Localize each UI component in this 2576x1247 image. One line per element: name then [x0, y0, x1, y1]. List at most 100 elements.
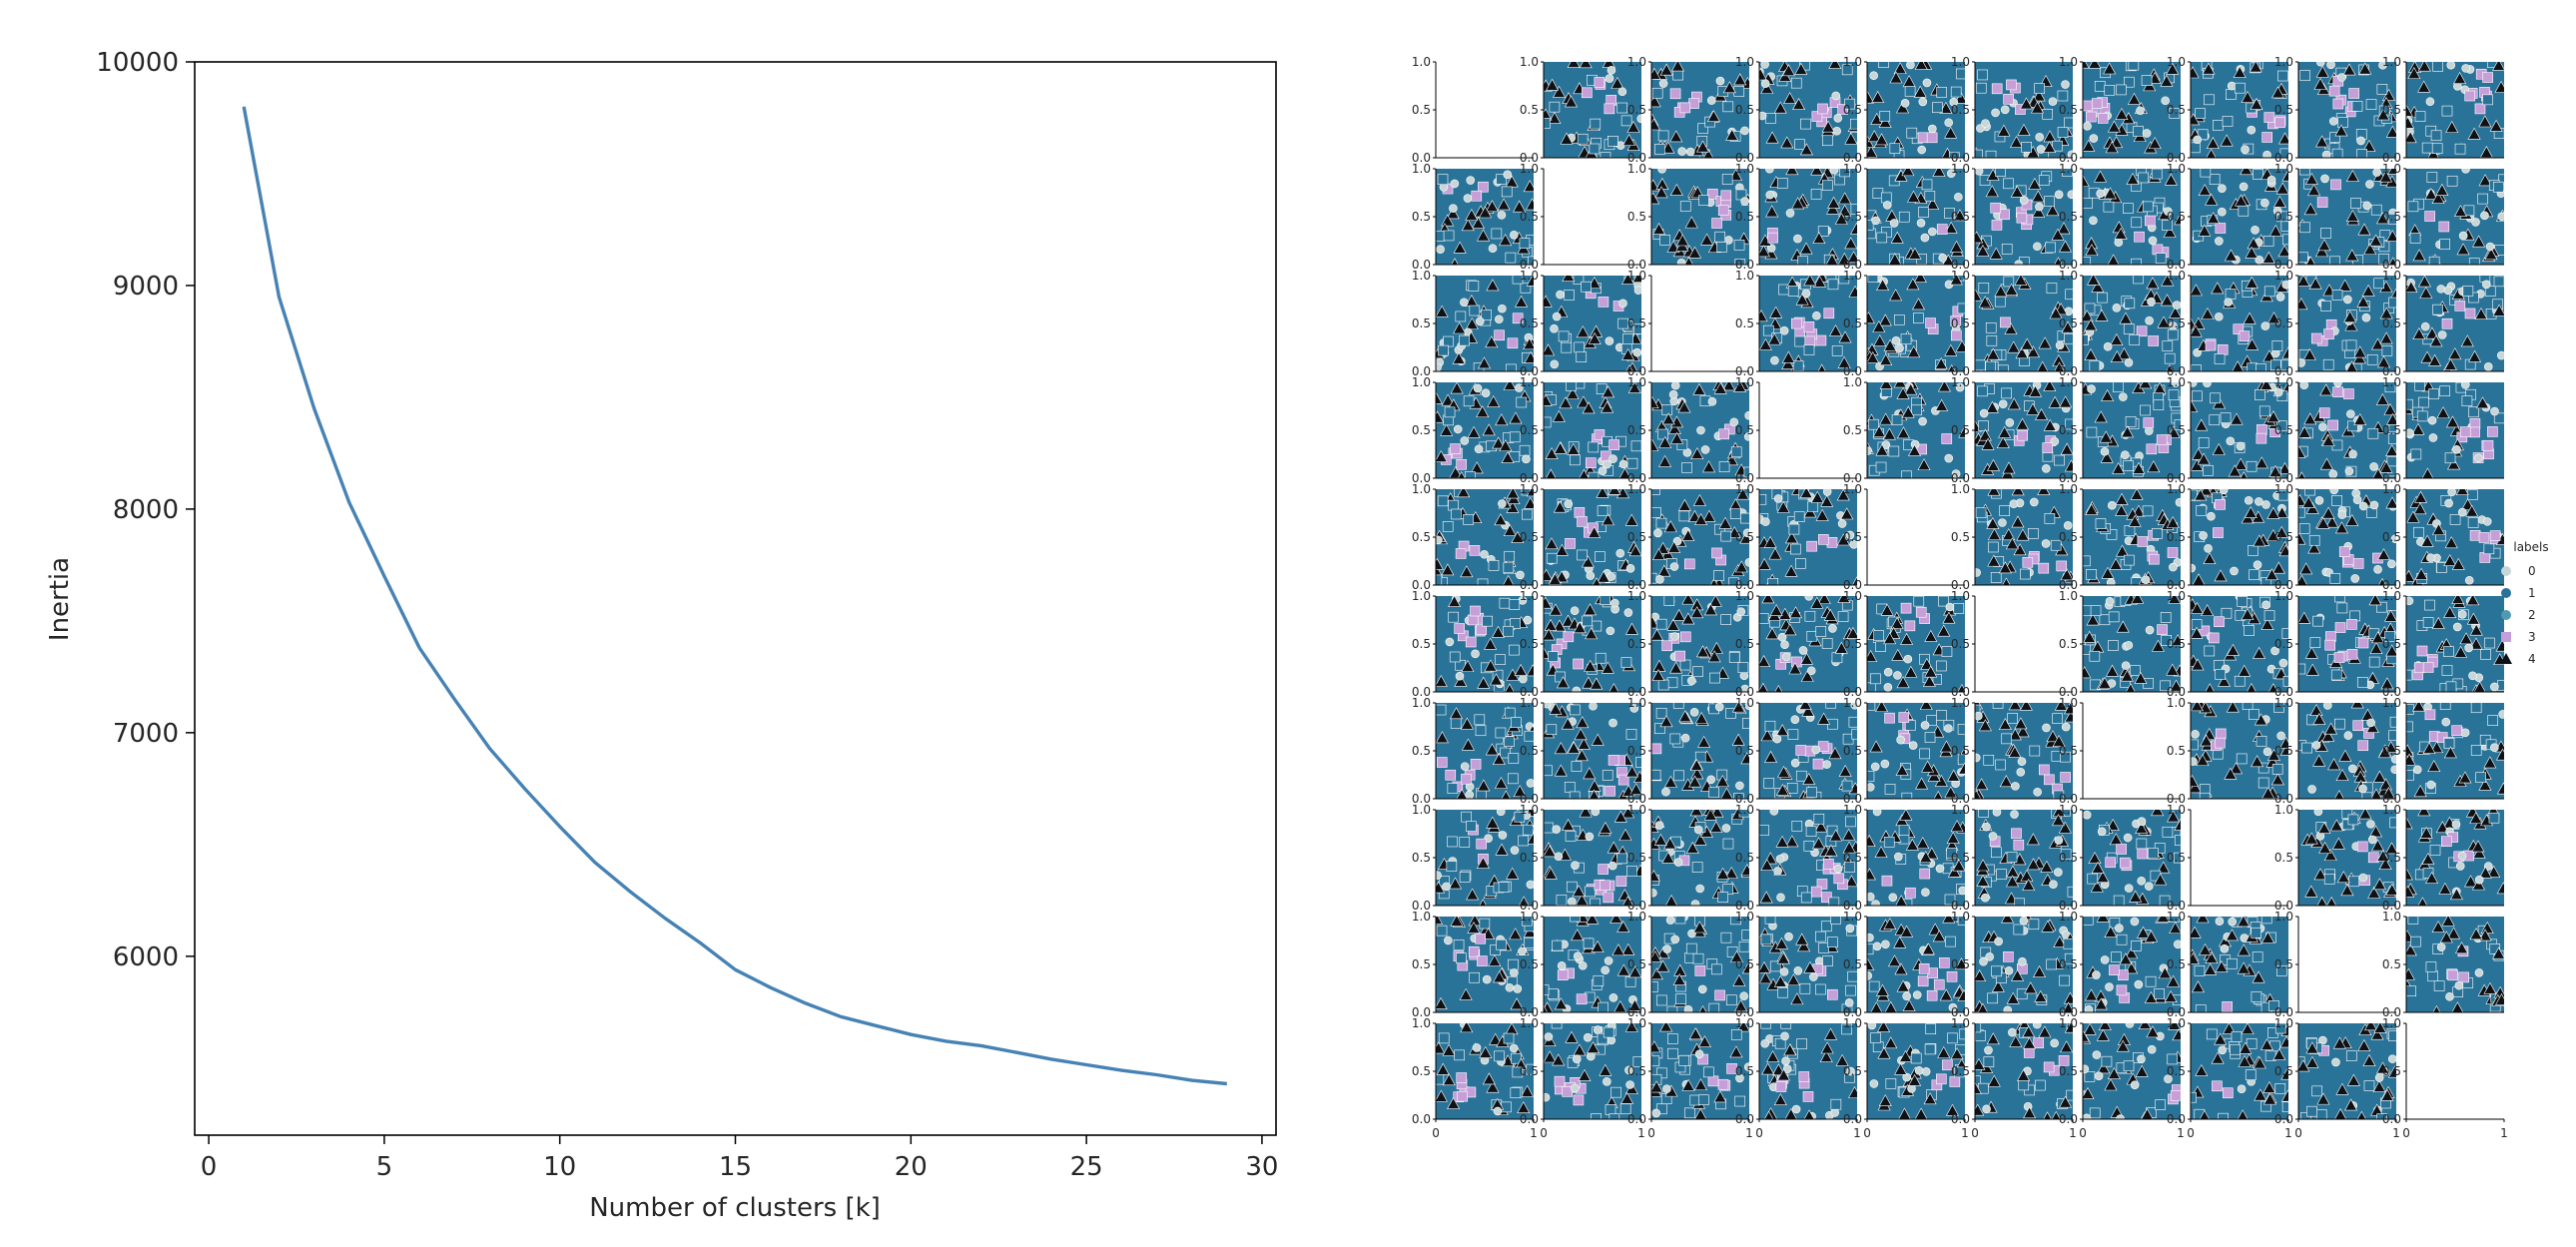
- panel-y-tick-label: 1.0: [2274, 589, 2293, 603]
- scatter-point: [2140, 404, 2151, 416]
- scatter-point: [1875, 703, 1889, 713]
- scatter-point: [2379, 307, 2393, 319]
- scatter-point: [1790, 77, 1802, 89]
- scatter-point: [2298, 298, 2308, 311]
- x-tick-label: 10: [543, 1152, 576, 1182]
- scatter-point: [1821, 120, 1835, 133]
- scatter-point: [1553, 85, 1567, 98]
- scatter-point: [1578, 1068, 1592, 1081]
- scatter-point: [1651, 87, 1663, 99]
- scatter-point: [2278, 132, 2288, 145]
- scatter-point: [2131, 258, 2142, 265]
- scatter-point: [1448, 499, 1459, 511]
- scatter-point: [1977, 69, 1988, 81]
- scatter-point: [1524, 937, 1534, 948]
- scatter-point: [2430, 741, 2444, 754]
- scatter-point: [2385, 883, 2396, 896]
- scatter-point: [2441, 317, 2453, 329]
- panel-y-tick-label: 1.0: [2059, 803, 2078, 817]
- panel-y-tick-label: 0.5: [2382, 851, 2401, 865]
- scatter-point: [2343, 295, 2352, 305]
- scatter-point: [2116, 984, 2128, 996]
- scatter-point: [1488, 560, 1500, 571]
- scatter-point: [2247, 125, 2256, 135]
- scatter-point: [2034, 83, 2045, 94]
- scatter-point: [1734, 999, 1748, 1012]
- scatter-point: [1544, 765, 1553, 777]
- panel-y-tick-label: 0.5: [1843, 423, 1862, 437]
- scatter-point: [1587, 1041, 1601, 1053]
- pair-panel: 0.00.51.0: [1951, 375, 2073, 485]
- scatter-point: [1494, 513, 1508, 526]
- scatter-point: [1947, 364, 1956, 371]
- scatter-point: [1742, 528, 1749, 538]
- scatter-point: [1678, 710, 1692, 723]
- scatter-point: [2097, 827, 2107, 837]
- scatter-point: [1436, 1089, 1448, 1102]
- scatter-point: [2348, 764, 2357, 774]
- scatter-point: [2281, 280, 2288, 290]
- scatter-point: [1841, 780, 1853, 792]
- scatter-point: [1597, 505, 1609, 516]
- scatter-point: [2266, 749, 2280, 761]
- scatter-point: [1680, 733, 1690, 743]
- scatter-point: [1792, 98, 1806, 110]
- scatter-point: [2215, 917, 2225, 927]
- scatter-point: [1804, 610, 1816, 622]
- scatter-point: [1790, 758, 1800, 768]
- scatter-point: [1867, 933, 1874, 942]
- scatter-point: [2215, 959, 2229, 972]
- scatter-point: [2406, 510, 2420, 523]
- scatter-point: [1589, 143, 1601, 155]
- scatter-point: [1681, 462, 1692, 473]
- scatter-point: [1976, 244, 1990, 257]
- scatter-point: [1509, 599, 1521, 610]
- panel-y-tick-label: 1.0: [1627, 910, 1646, 924]
- scatter-point: [1571, 761, 1583, 772]
- scatter-point: [2088, 62, 2102, 69]
- panel-y-tick-label: 0.5: [2274, 423, 2293, 437]
- panel-y-tick-label: 0.5: [1843, 210, 1862, 224]
- scatter-point: [2412, 327, 2426, 339]
- scatter-point: [2114, 227, 2128, 240]
- scatter-point: [1725, 128, 1739, 141]
- scatter-point: [1708, 1002, 1720, 1012]
- scatter-point: [1850, 222, 1857, 235]
- scatter-point: [1803, 840, 1815, 852]
- pair-panel: 0.00.51.0: [1735, 910, 1857, 1019]
- panel-y-tick-label: 0.5: [1951, 210, 1970, 224]
- scatter-point: [1759, 682, 1768, 692]
- panel-y-tick-label: 0.5: [1951, 316, 1970, 330]
- scatter-point: [1815, 983, 1826, 995]
- scatter-point: [1975, 711, 1983, 721]
- scatter-point: [1759, 825, 1769, 836]
- pair-panel: 0.00.51.0: [1412, 375, 1534, 485]
- scatter-point: [1833, 113, 1843, 123]
- y-tick-label: 6000: [113, 942, 179, 972]
- scatter-point: [1625, 364, 1633, 371]
- scatter-point: [2209, 414, 2221, 426]
- scatter-point: [1479, 1045, 1493, 1058]
- scatter-point: [1624, 975, 1636, 987]
- scatter-point: [2425, 97, 2435, 107]
- scatter-point: [1773, 974, 1787, 987]
- panel-y-tick-label: 1.0: [2382, 910, 2401, 924]
- scatter-point: [1562, 819, 1576, 832]
- scatter-point: [1605, 336, 1614, 345]
- scatter-point: [2262, 747, 2272, 757]
- scatter-point: [1523, 615, 1533, 625]
- scatter-point: [2451, 1001, 2464, 1012]
- scatter-point: [2273, 703, 2284, 713]
- scatter-point: [2218, 184, 2227, 193]
- scatter-point: [2278, 658, 2288, 668]
- scatter-point: [1742, 718, 1749, 729]
- scatter-point: [2064, 1023, 2073, 1033]
- scatter-point: [1622, 133, 1636, 146]
- scatter-point: [1476, 405, 1490, 418]
- panel-y-tick-label: 0.0: [1520, 1005, 1539, 1019]
- scatter-point: [1883, 338, 1897, 351]
- scatter-point: [1499, 597, 1511, 609]
- scatter-point: [2451, 557, 2465, 570]
- scatter-point: [2123, 460, 2134, 471]
- scatter-point: [2004, 322, 2018, 334]
